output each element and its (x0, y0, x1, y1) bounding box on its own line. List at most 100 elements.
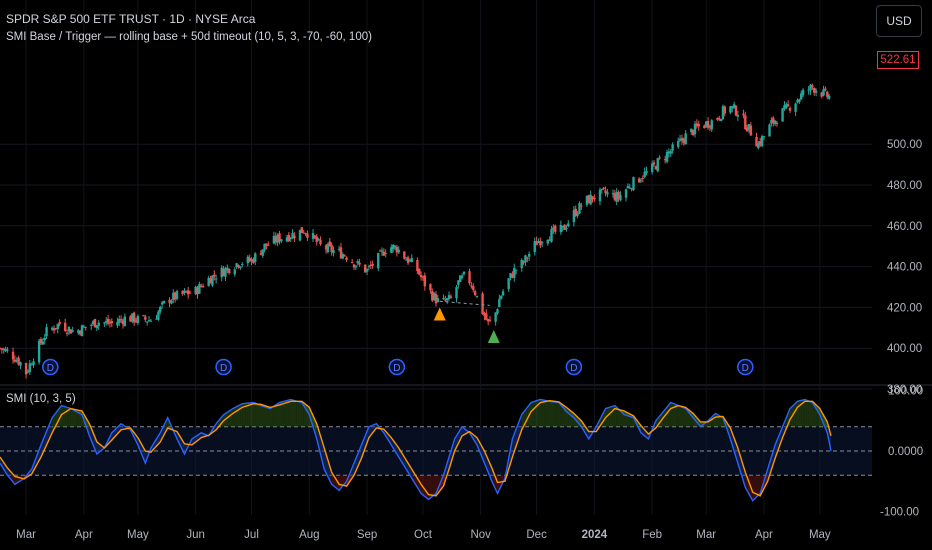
candle-body (527, 254, 531, 257)
candle-body (445, 298, 449, 301)
smi-fill (61, 405, 64, 415)
candle-body (617, 191, 620, 199)
smi-extreme-fill (607, 414, 610, 427)
price-tick-label: 500.00 (887, 139, 922, 151)
smi-extreme-fill (797, 405, 800, 427)
candle-body (813, 87, 816, 93)
candle-body (131, 313, 134, 322)
smi-extreme-fill (288, 401, 291, 427)
candle-body (181, 290, 184, 295)
candle-body (431, 291, 434, 301)
candle-body (630, 188, 633, 190)
candle-body (507, 278, 510, 290)
price-axis[interactable]: 380.00 400.00 420.00 440.00 460.00 480.00 500.… (887, 139, 922, 396)
smi-extreme-fill (555, 401, 558, 427)
candle-body (732, 104, 736, 108)
smi-extreme-fill (266, 406, 269, 427)
currency-button[interactable]: USD (876, 5, 922, 37)
candle-body (731, 106, 734, 109)
candle-body (393, 245, 397, 248)
candle-body (41, 341, 45, 345)
candle-body (550, 229, 553, 242)
candle-body (408, 259, 412, 262)
smi-fill (98, 443, 101, 453)
candle-body (598, 189, 602, 202)
smi-fill (605, 407, 608, 418)
candle-body (147, 320, 151, 322)
smi-extreme-fill (549, 400, 552, 427)
candle-body (345, 257, 348, 260)
candle-body (442, 297, 445, 299)
candle-body (611, 192, 615, 195)
candle-body (343, 255, 346, 257)
candle-body (252, 259, 255, 263)
candle-body (718, 117, 721, 120)
smi-extreme-fill (242, 406, 245, 427)
candle-body (561, 225, 564, 228)
smi-extreme-fill (557, 401, 559, 427)
candle-body (744, 115, 747, 130)
symbol-title[interactable]: SPDR S&P 500 ETF TRUST · 1D · NYSE Arca (6, 12, 256, 26)
smi-extreme-fill (277, 404, 280, 427)
candle-body (559, 224, 563, 233)
candle-body (496, 309, 499, 314)
candle-body (313, 235, 317, 238)
smi-axis[interactable]: 100.00 0.0000 -100.00 (880, 385, 923, 518)
candle-body (794, 103, 797, 112)
candle-body (224, 268, 227, 277)
candle-body (134, 320, 138, 322)
candle-body (26, 371, 30, 373)
smi-extreme-fill (497, 475, 500, 483)
smi-extreme-fill (609, 412, 612, 427)
smi-extreme-fill (806, 401, 809, 427)
smi-pane[interactable] (0, 398, 872, 502)
candle-body (15, 360, 18, 362)
time-tick-label: Mar (696, 529, 716, 541)
dividend-icon (215, 358, 232, 376)
candle-body (274, 236, 277, 243)
candle-body (237, 265, 240, 268)
candle-body (324, 245, 328, 250)
candle-body (289, 237, 292, 239)
smi-extreme-fill (249, 404, 252, 427)
candle-body (460, 275, 464, 278)
candle-body (432, 293, 436, 301)
candle-body (116, 322, 119, 326)
dividend-label: D (570, 363, 577, 374)
candle-body (261, 249, 264, 256)
smi-extreme-fill (290, 401, 293, 427)
candle-body (684, 133, 687, 145)
smi-extreme-fill (810, 401, 813, 427)
candle-body (755, 136, 758, 147)
smi-extreme-fill (799, 404, 802, 427)
smi-extreme-fill (340, 475, 343, 486)
candle-body (78, 331, 82, 335)
smi-extreme-fill (74, 409, 77, 427)
smi-extreme-fill (313, 415, 315, 427)
candle-body (306, 233, 309, 238)
candle-body (211, 275, 214, 286)
smi-extreme-fill (665, 413, 668, 427)
candle-body (580, 205, 583, 207)
candle-body (693, 123, 697, 135)
candle-body (513, 268, 516, 278)
smi-extreme-fill (613, 408, 615, 427)
candle-body (54, 328, 58, 330)
time-tick-label: Jul (244, 529, 259, 541)
smi-extreme-fill (501, 475, 504, 482)
smi-extreme-fill (536, 404, 539, 427)
smi-extreme-fill (499, 475, 502, 483)
candle-body (541, 242, 544, 244)
time-axis[interactable]: Mar Apr May Jun Jul Aug Sep Oct Nov Dec 2024 Feb Mar… (16, 529, 831, 541)
smi-indicator-label[interactable]: SMI (10, 3, 5) (6, 393, 76, 405)
candle-body (91, 320, 95, 325)
candle-body (58, 322, 61, 325)
smi-extreme-fill (752, 475, 755, 494)
indicator-legend[interactable]: SMI Base / Trigger — rolling base + 50d … (6, 31, 372, 43)
candle-body (563, 224, 566, 230)
candle-body (52, 328, 56, 331)
candle-body (6, 349, 9, 351)
candle-body (354, 265, 358, 268)
